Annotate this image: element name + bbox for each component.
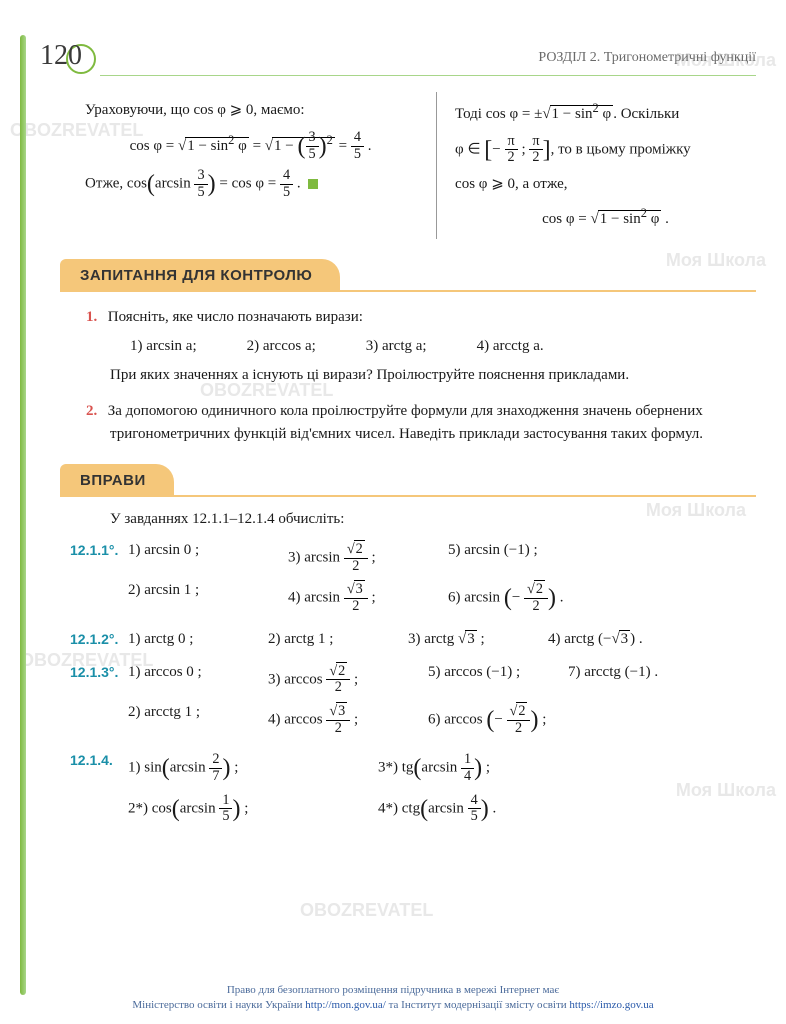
- sublist-item: 2) arccos a;: [247, 335, 316, 358]
- qed-marker: [308, 179, 318, 189]
- footer-text: та Інститут модернізації змісту освіти: [386, 999, 570, 1011]
- top-right-column: Тоді cos φ = ±1 − sin2 φ. Оскільки φ ∈ […: [436, 92, 756, 239]
- footer-text: Міністерство освіти і науки України: [132, 999, 305, 1011]
- exercise-item: 1) arcsin 0 ;: [128, 542, 288, 574]
- exercise-item: 2) arctg 1 ;: [268, 631, 408, 648]
- exercise-item: 2) arcctg 1 ;: [128, 704, 268, 736]
- exercise-item: 4*) ctg(arcsin 45) .: [378, 793, 628, 825]
- top-math-columns: Ураховуючи, що cos φ ⩾ 0, маємо: cos φ =…: [60, 92, 756, 239]
- math-formula: cos φ = 1 − sin2 φ .: [455, 203, 756, 233]
- footer-line-2: Міністерство освіти і науки України http…: [0, 998, 786, 1012]
- left-margin-decoration: [20, 35, 26, 995]
- question-text: Поясніть, яке число позначають вирази:: [108, 309, 363, 325]
- math-formula: Тоді cos φ = ±1 − sin2 φ. Оскільки: [455, 98, 756, 128]
- exercise-row: 12.1.3°. 1) arccos 0 ; 3) arccos 22 ; 5)…: [70, 664, 756, 745]
- exercise-row: 12.1.1°. 1) arcsin 0 ; 3) arcsin 22 ; 5)…: [70, 542, 756, 623]
- exercise-label: 12.1.3°.: [70, 664, 128, 680]
- text-suffix: . Оскільки: [613, 106, 679, 122]
- exercise-items: 1) sin(arcsin 27) ; 3*) tg(arcsin 14) ; …: [128, 752, 756, 833]
- question-number: 2.: [86, 400, 104, 423]
- math-formula: Отже, cos(arcsin 35) = cos φ = 45 .: [85, 168, 416, 200]
- exercise-row: 12.1.2°. 1) arctg 0 ; 2) arctg 1 ; 3) ar…: [70, 631, 756, 656]
- math-formula: φ ∈ [− π2 ; π2], то в цьому проміжку: [455, 134, 756, 166]
- exercise-label: 12.1.2°.: [70, 631, 128, 647]
- exercise-item: 1) arctg 0 ;: [128, 631, 268, 648]
- section-header: РОЗДІЛ 2. Тригонометричні функції: [538, 50, 756, 66]
- page-content: Ураховуючи, що cos φ ⩾ 0, маємо: cos φ =…: [60, 92, 756, 841]
- exercises-title: ВПРАВИ: [60, 464, 174, 497]
- exercise-label: 12.1.1°.: [70, 542, 128, 558]
- exercises-intro: У завданнях 12.1.1–12.1.4 обчисліть:: [110, 511, 756, 528]
- exercise-item: 7) arcctg (−1) .: [568, 664, 708, 696]
- question-2: 2. За допомогою одиничного кола проілюст…: [110, 400, 756, 447]
- footer-link-1[interactable]: http://mon.gov.ua/: [305, 999, 386, 1011]
- question-text: За допомогою одиничного кола проілюструй…: [108, 403, 703, 442]
- header-line: [100, 75, 756, 76]
- sublist-item: 4) arcctg a.: [477, 335, 544, 358]
- exercise-item: 4) arcsin 32 ;: [288, 582, 448, 614]
- question-text-2: При яких значеннях a існують ці вирази? …: [110, 364, 756, 387]
- footer-line-1: Право для безоплатного розміщення підруч…: [0, 983, 786, 997]
- exercise-item: 5) arcsin (−1) ;: [448, 542, 608, 574]
- exercise-item: 6) arcsin (− 22) .: [448, 582, 608, 614]
- exercise-item: 1) sin(arcsin 27) ;: [128, 752, 378, 784]
- exercise-item: 2*) cos(arcsin 15) ;: [128, 793, 378, 825]
- questions-header: ЗАПИТАННЯ ДЛЯ КОНТРОЛЮ: [60, 259, 756, 292]
- footer: Право для безоплатного розміщення підруч…: [0, 983, 786, 1012]
- question-1: 1. Поясніть, яке число позначають вирази…: [110, 306, 756, 388]
- sublist-item: 3) arctg a;: [366, 335, 427, 358]
- exercise-item: 1) arccos 0 ;: [128, 664, 268, 696]
- sublist-item: 1) arcsin a;: [130, 335, 197, 358]
- exercise-item: 3*) tg(arcsin 14) ;: [378, 752, 628, 784]
- exercise-item: 5) arccos (−1) ;: [428, 664, 568, 696]
- exercise-label: 12.1.4.: [70, 752, 128, 768]
- footer-link-2[interactable]: https://imzo.gov.ua: [569, 999, 653, 1011]
- exercise-item: 3) arctg 3 ;: [408, 631, 548, 648]
- exercises-header: ВПРАВИ: [60, 464, 756, 497]
- exercise-item: 6) arccos (− 22) ;: [428, 704, 588, 736]
- question-number: 1.: [86, 306, 104, 329]
- math-formula: cos φ = 1 − sin2 φ = 1 − (35)2 = 45 .: [85, 130, 416, 163]
- exercise-row: 12.1.4. 1) sin(arcsin 27) ; 3*) tg(arcsi…: [70, 752, 756, 833]
- text-prefix: Тоді: [455, 106, 486, 122]
- exercise-item: 3) arcsin 22 ;: [288, 542, 448, 574]
- exercise-item: 3) arccos 22 ;: [268, 664, 428, 696]
- questions-title: ЗАПИТАННЯ ДЛЯ КОНТРОЛЮ: [60, 259, 340, 292]
- exercise-item: 2) arcsin 1 ;: [128, 582, 288, 614]
- math-text: Ураховуючи, що cos φ ⩾ 0, маємо:: [85, 98, 416, 124]
- watermark: OBOZREVATEL: [300, 900, 433, 921]
- exercise-item: 4) arctg (−3) .: [548, 631, 688, 648]
- math-text: cos φ ⩾ 0, а отже,: [455, 172, 756, 198]
- exercise-items: 1) arcsin 0 ; 3) arcsin 22 ; 5) arcsin (…: [128, 542, 756, 623]
- question-sublist: 1) arcsin a; 2) arccos a; 3) arctg a; 4)…: [130, 335, 756, 358]
- page-number: 120: [40, 40, 82, 72]
- exercise-items: 1) arctg 0 ; 2) arctg 1 ; 3) arctg 3 ; 4…: [128, 631, 756, 656]
- exercise-items: 1) arccos 0 ; 3) arccos 22 ; 5) arccos (…: [128, 664, 756, 745]
- top-left-column: Ураховуючи, що cos φ ⩾ 0, маємо: cos φ =…: [60, 92, 416, 239]
- text-suffix: , то в цьому проміжку: [551, 141, 691, 157]
- exercise-item: 4) arccos 32 ;: [268, 704, 428, 736]
- text-prefix: Отже,: [85, 176, 127, 192]
